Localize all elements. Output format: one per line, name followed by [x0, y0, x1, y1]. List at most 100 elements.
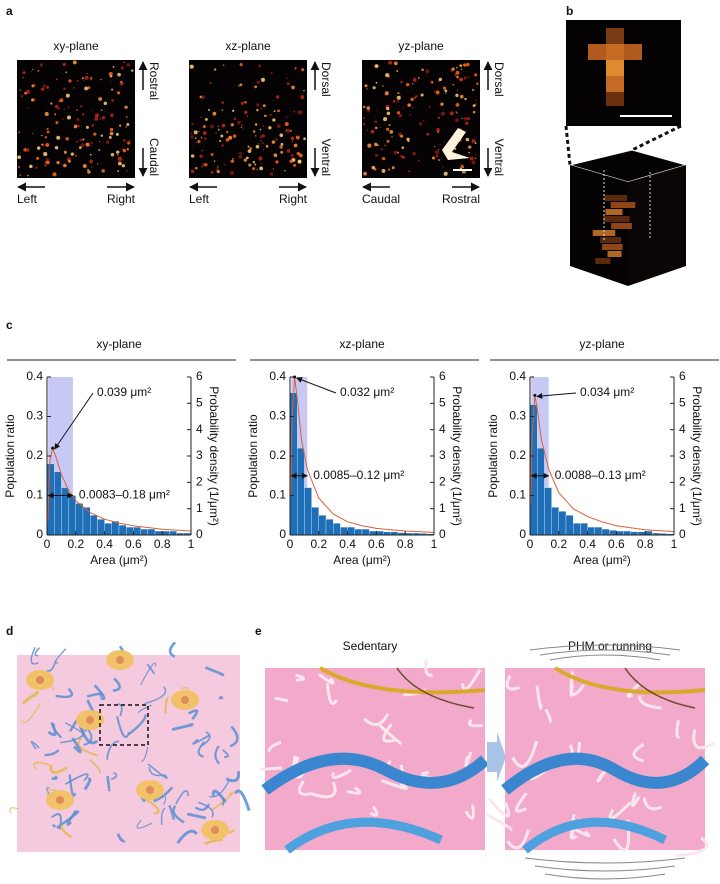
- speckle: [221, 109, 224, 111]
- speckle: [297, 159, 302, 164]
- speckle: [408, 170, 411, 173]
- speckle: [61, 118, 64, 120]
- bar: [133, 526, 141, 536]
- bar: [162, 530, 170, 536]
- speckle: [85, 142, 90, 147]
- speckle: [374, 126, 378, 130]
- speckle: [242, 128, 244, 130]
- speckle: [412, 83, 414, 85]
- voxel: [592, 230, 616, 236]
- process: [136, 819, 153, 829]
- speckle: [80, 143, 85, 148]
- speckle: [392, 100, 396, 103]
- chart-title: xz-plane: [339, 337, 385, 351]
- astrocyte: [501, 752, 710, 795]
- speckle: [87, 170, 91, 174]
- speckle: [248, 163, 252, 167]
- bar: [325, 519, 334, 536]
- process: [204, 838, 223, 845]
- speckle: [88, 144, 91, 147]
- speckle: [405, 83, 410, 87]
- ecs-channel: [369, 805, 379, 817]
- y-tick-label: 0.4: [26, 369, 43, 383]
- range-label: 0.0088–0.13 μm²: [555, 468, 646, 482]
- ecs-channel: [346, 786, 362, 795]
- speckle: [363, 122, 366, 126]
- nucleus: [211, 826, 219, 834]
- speckle: [266, 145, 269, 148]
- process: [86, 692, 104, 698]
- speckle: [438, 116, 440, 119]
- speckle: [428, 105, 431, 108]
- bar: [645, 530, 653, 536]
- orientation-label: Left: [189, 192, 210, 206]
- range-label: 0.0083–0.18 μm²: [79, 488, 170, 502]
- speckle: [452, 83, 455, 86]
- speckle: [118, 74, 121, 77]
- speckle: [247, 115, 249, 117]
- speckle: [417, 77, 420, 79]
- process: [116, 833, 126, 843]
- y2-tick-label: 4: [679, 422, 686, 436]
- astrocyte: [284, 817, 443, 854]
- speckle: [199, 95, 202, 99]
- speckle: [240, 101, 244, 105]
- speckle: [36, 156, 40, 160]
- speckle: [286, 128, 291, 133]
- orientation-label: Rostral: [442, 192, 480, 206]
- speckle: [366, 129, 369, 131]
- speckle: [115, 132, 119, 136]
- speckle: [73, 125, 78, 129]
- speckle: [272, 118, 276, 122]
- speckle: [374, 64, 379, 69]
- speckle: [263, 114, 267, 117]
- speckle: [99, 118, 101, 120]
- speckle: [30, 71, 32, 73]
- process: [30, 647, 39, 665]
- process: [77, 737, 99, 757]
- speckle: [474, 73, 478, 77]
- speckle: [225, 130, 229, 134]
- speckle: [254, 123, 258, 126]
- panel-label: e: [255, 624, 262, 638]
- x-tick-label: 0: [287, 537, 294, 551]
- speckle: [252, 130, 256, 133]
- speckle: [291, 140, 293, 142]
- speckle: [385, 73, 390, 78]
- bar: [544, 487, 552, 536]
- ecs-channel: [515, 792, 528, 813]
- y2-tick-label: 5: [679, 396, 686, 410]
- bar: [376, 530, 384, 536]
- speckle: [466, 62, 470, 67]
- speckle: [119, 81, 124, 86]
- speckle: [237, 121, 241, 125]
- speckle: [373, 167, 377, 171]
- speckle: [381, 168, 386, 173]
- bar: [601, 528, 610, 536]
- speckle: [291, 157, 294, 160]
- speckle: [286, 149, 291, 153]
- speckle: [109, 127, 114, 132]
- speckle: [396, 99, 400, 103]
- orientation-label: Caudal: [147, 138, 161, 176]
- speckle: [99, 140, 101, 143]
- speckle: [388, 63, 390, 65]
- ecs-channel: [468, 718, 484, 728]
- speckle: [293, 111, 295, 113]
- speckle: [454, 118, 459, 123]
- y-tick-label: 0: [519, 527, 526, 541]
- speckle: [363, 105, 366, 109]
- micrograph: [17, 60, 135, 178]
- speckle: [252, 167, 256, 171]
- speckle: [400, 80, 403, 84]
- speckle: [122, 148, 127, 153]
- peak-label: 0.034 μm²: [580, 385, 634, 399]
- speckle: [383, 117, 388, 122]
- speckle: [68, 160, 71, 163]
- speckle: [121, 159, 124, 161]
- speckle: [198, 130, 200, 133]
- process: [197, 741, 206, 758]
- speckle: [215, 132, 217, 134]
- speckle: [221, 144, 224, 147]
